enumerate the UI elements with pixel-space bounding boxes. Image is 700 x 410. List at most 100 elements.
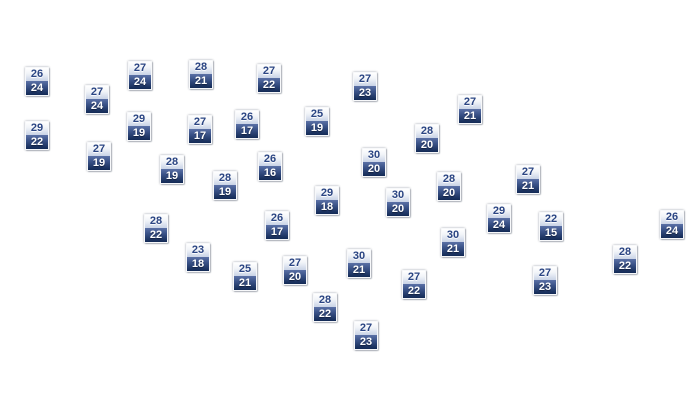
high-temperature-value: 26 <box>26 68 48 81</box>
temperature-marker[interactable]: 27 23 <box>354 321 378 350</box>
low-temperature-value: 22 <box>26 135 48 149</box>
low-temperature-value: 19 <box>128 126 150 140</box>
temperature-marker[interactable]: 27 20 <box>283 256 307 285</box>
high-temperature-value: 27 <box>459 96 481 109</box>
temperature-marker[interactable]: 26 17 <box>265 211 289 240</box>
low-temperature-value: 19 <box>88 156 110 170</box>
temperature-marker[interactable]: 28 21 <box>189 60 213 89</box>
high-temperature-value: 27 <box>284 257 306 270</box>
high-temperature-value: 27 <box>86 86 108 99</box>
temperature-marker[interactable]: 28 20 <box>415 124 439 153</box>
high-temperature-value: 26 <box>661 211 683 224</box>
temperature-marker[interactable]: 27 17 <box>188 115 212 144</box>
high-temperature-value: 27 <box>403 271 425 284</box>
low-temperature-value: 23 <box>355 335 377 349</box>
temperature-marker[interactable]: 30 20 <box>362 148 386 177</box>
high-temperature-value: 29 <box>316 187 338 200</box>
low-temperature-value: 19 <box>161 169 183 183</box>
temperature-marker[interactable]: 27 23 <box>353 72 377 101</box>
temperature-marker[interactable]: 26 24 <box>660 210 684 239</box>
temperature-marker[interactable]: 27 19 <box>87 142 111 171</box>
temperature-marker[interactable]: 22 15 <box>539 212 563 241</box>
high-temperature-value: 27 <box>129 62 151 75</box>
high-temperature-value: 29 <box>488 205 510 218</box>
high-temperature-value: 28 <box>214 172 236 185</box>
high-temperature-value: 25 <box>306 108 328 121</box>
temperature-marker[interactable]: 28 22 <box>313 293 337 322</box>
temperature-marker[interactable]: 26 17 <box>235 110 259 139</box>
temperature-marker[interactable]: 27 22 <box>402 270 426 299</box>
high-temperature-value: 29 <box>128 113 150 126</box>
high-temperature-value: 28 <box>314 294 336 307</box>
temperature-marker[interactable]: 28 22 <box>144 214 168 243</box>
temperature-marker[interactable]: 26 24 <box>25 67 49 96</box>
low-temperature-value: 15 <box>540 226 562 240</box>
low-temperature-value: 17 <box>236 124 258 138</box>
temperature-marker[interactable]: 25 21 <box>233 262 257 291</box>
temperature-marker[interactable]: 23 18 <box>186 243 210 272</box>
low-temperature-value: 22 <box>614 259 636 273</box>
temperature-marker[interactable]: 28 22 <box>613 245 637 274</box>
high-temperature-value: 27 <box>355 322 377 335</box>
temperature-marker[interactable]: 26 16 <box>258 152 282 181</box>
low-temperature-value: 21 <box>234 276 256 290</box>
temperature-marker[interactable]: 30 20 <box>386 188 410 217</box>
temperature-marker[interactable]: 27 23 <box>533 266 557 295</box>
low-temperature-value: 18 <box>316 200 338 214</box>
low-temperature-value: 21 <box>348 263 370 277</box>
low-temperature-value: 24 <box>86 99 108 113</box>
low-temperature-value: 22 <box>145 228 167 242</box>
low-temperature-value: 24 <box>661 224 683 238</box>
low-temperature-value: 18 <box>187 257 209 271</box>
low-temperature-value: 23 <box>534 280 556 294</box>
temperature-marker[interactable]: 28 19 <box>213 171 237 200</box>
low-temperature-value: 24 <box>129 75 151 89</box>
high-temperature-value: 27 <box>88 143 110 156</box>
high-temperature-value: 27 <box>534 267 556 280</box>
temperature-marker[interactable]: 29 24 <box>487 204 511 233</box>
low-temperature-value: 20 <box>387 202 409 216</box>
high-temperature-value: 30 <box>363 149 385 162</box>
low-temperature-value: 21 <box>190 74 212 88</box>
high-temperature-value: 29 <box>26 122 48 135</box>
high-temperature-value: 28 <box>438 173 460 186</box>
high-temperature-value: 22 <box>540 213 562 226</box>
temperature-marker[interactable]: 29 18 <box>315 186 339 215</box>
low-temperature-value: 24 <box>488 218 510 232</box>
temperature-marker[interactable]: 29 19 <box>127 112 151 141</box>
low-temperature-value: 17 <box>189 129 211 143</box>
high-temperature-value: 30 <box>387 189 409 202</box>
low-temperature-value: 16 <box>259 166 281 180</box>
temperature-marker[interactable]: 27 21 <box>458 95 482 124</box>
high-temperature-value: 30 <box>348 250 370 263</box>
temperature-marker[interactable]: 27 24 <box>85 85 109 114</box>
temperature-marker[interactable]: 29 22 <box>25 121 49 150</box>
high-temperature-value: 27 <box>517 166 539 179</box>
low-temperature-value: 17 <box>266 225 288 239</box>
high-temperature-value: 28 <box>190 61 212 74</box>
high-temperature-value: 27 <box>258 65 280 78</box>
low-temperature-value: 21 <box>517 179 539 193</box>
low-temperature-value: 22 <box>258 78 280 92</box>
temperature-marker[interactable]: 30 21 <box>347 249 371 278</box>
low-temperature-value: 19 <box>306 121 328 135</box>
temperature-marker[interactable]: 30 21 <box>441 228 465 257</box>
temperature-marker[interactable]: 27 22 <box>257 64 281 93</box>
low-temperature-value: 24 <box>26 81 48 95</box>
temperature-marker[interactable]: 28 19 <box>160 155 184 184</box>
high-temperature-value: 27 <box>189 116 211 129</box>
temperature-marker[interactable]: 25 19 <box>305 107 329 136</box>
temperature-marker[interactable]: 27 24 <box>128 61 152 90</box>
high-temperature-value: 23 <box>187 244 209 257</box>
high-temperature-value: 30 <box>442 229 464 242</box>
temperature-marker[interactable]: 28 20 <box>437 172 461 201</box>
low-temperature-value: 22 <box>403 284 425 298</box>
low-temperature-value: 20 <box>438 186 460 200</box>
low-temperature-value: 19 <box>214 185 236 199</box>
temperature-marker[interactable]: 27 21 <box>516 165 540 194</box>
low-temperature-value: 20 <box>284 270 306 284</box>
high-temperature-value: 26 <box>236 111 258 124</box>
high-temperature-value: 28 <box>161 156 183 169</box>
high-temperature-value: 25 <box>234 263 256 276</box>
